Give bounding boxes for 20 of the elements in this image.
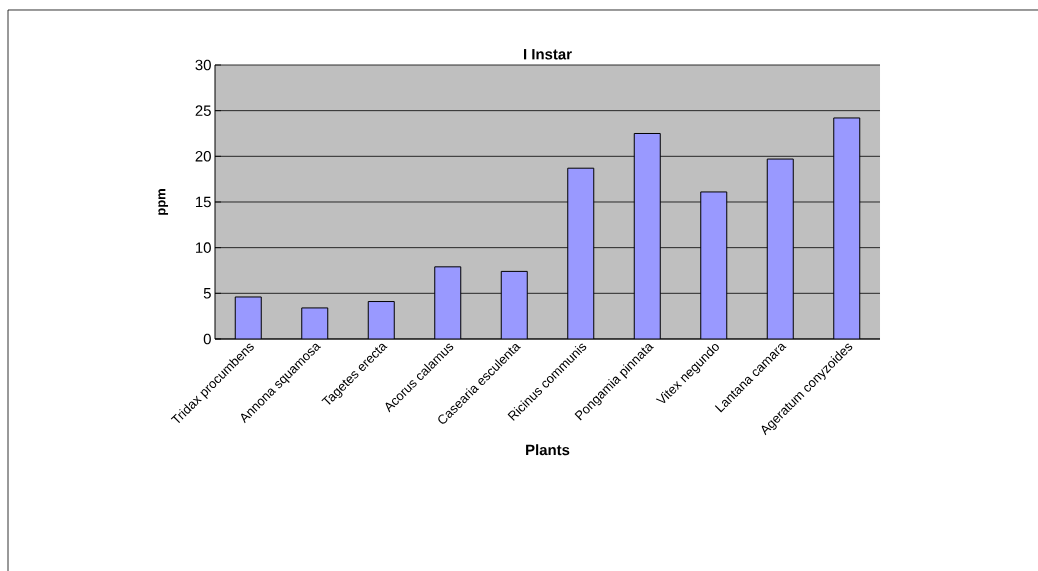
y-tick-label: 25 xyxy=(195,105,211,116)
y-tick-label: 30 xyxy=(195,59,211,71)
chart-title: I Instar xyxy=(524,49,572,60)
bar xyxy=(301,307,329,339)
bar xyxy=(633,132,661,339)
bar xyxy=(234,296,262,339)
bar xyxy=(567,167,595,339)
bar xyxy=(700,191,728,339)
x-axis-title: Plants xyxy=(526,444,570,456)
bar xyxy=(500,270,528,339)
bar xyxy=(434,266,462,339)
bar xyxy=(766,158,794,339)
y-tick-label: 0 xyxy=(203,333,211,345)
y-tick-label: 15 xyxy=(196,196,211,208)
y-tick-label: 20 xyxy=(195,151,211,162)
y-axis-title: ppm xyxy=(158,189,169,215)
bar xyxy=(833,117,861,339)
y-tick-label: 5 xyxy=(203,288,211,299)
y-tick-label: 10 xyxy=(196,242,211,253)
bar xyxy=(367,301,395,339)
